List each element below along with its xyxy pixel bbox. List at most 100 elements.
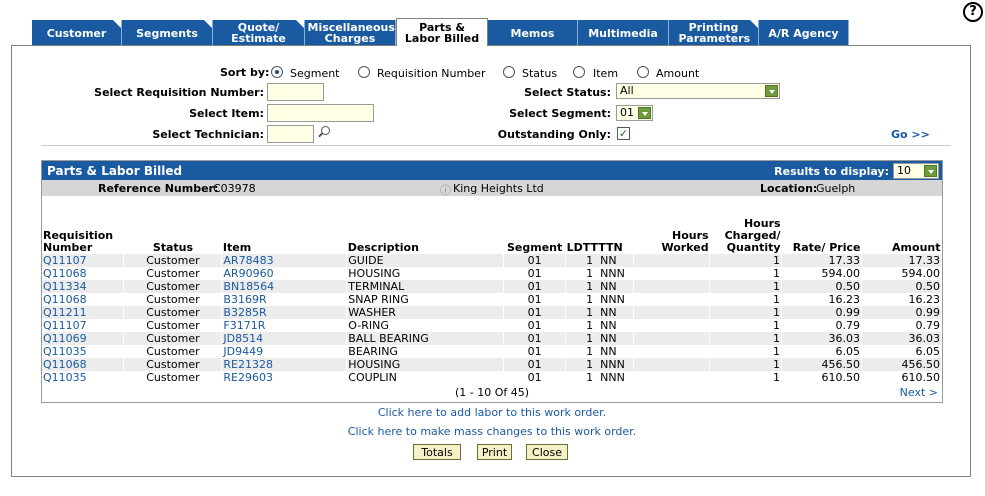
item-link[interactable]: JD9449 <box>221 345 348 358</box>
rate-cell: 16.23 <box>781 293 862 306</box>
requisition-link[interactable]: Q11035 <box>42 371 125 384</box>
status-cell: Customer <box>123 306 223 319</box>
tab-miscellaneous-charges[interactable]: Miscellaneous Charges <box>305 20 396 46</box>
tab-ar-agency[interactable]: A/R Agency <box>759 20 849 46</box>
sort-requisition-radio[interactable] <box>358 66 370 78</box>
sort-amount-radio[interactable] <box>637 66 649 78</box>
segment-cell: 01 <box>503 293 567 306</box>
sort-item-label: Item <box>593 67 619 80</box>
col-description[interactable]: Description <box>347 241 419 254</box>
col-item[interactable]: Item <box>222 241 252 254</box>
rate-cell: 17.33 <box>781 254 862 267</box>
technician-input[interactable] <box>267 125 314 143</box>
col-hours-worked[interactable]: Hours Worked <box>661 229 709 254</box>
hours-charged-cell: 1 <box>709 319 783 332</box>
sort-item-radio[interactable] <box>573 66 585 78</box>
amount-cell: 456.50 <box>861 358 943 371</box>
results-label: Results to display: <box>774 165 889 178</box>
tab-label: Memos <box>510 26 555 40</box>
outstanding-checkbox[interactable]: ✓ <box>617 127 630 140</box>
item-link[interactable]: RE21328 <box>221 358 348 371</box>
requisition-link[interactable]: Q11334 <box>42 280 125 293</box>
print-button[interactable]: Print <box>477 444 512 460</box>
tab-label: Printing Parameters <box>678 21 751 45</box>
location-label: Location: <box>760 182 818 195</box>
status-cell: Customer <box>123 280 223 293</box>
hours-worked-cell <box>633 358 711 371</box>
tab-memos[interactable]: Memos <box>488 20 578 46</box>
item-link[interactable]: B3285R <box>221 306 348 319</box>
tab-label: Miscellaneous Charges <box>307 21 395 45</box>
table-row: Q11035 Customer RE29603 COUPLIN 01 1 NNN 1 610.… <box>42 371 943 384</box>
description-cell: TERMINAL <box>346 280 505 293</box>
hours-charged-cell: 1 <box>709 267 783 280</box>
chevron-down-icon <box>924 165 937 177</box>
totals-button[interactable]: Totals <box>413 444 461 460</box>
requisition-link[interactable]: Q11211 <box>42 306 125 319</box>
sort-status-radio[interactable] <box>503 66 515 78</box>
table-row: Q11035 Customer JD9449 BEARING 01 1 NN 1 6.05 6.… <box>42 345 943 358</box>
requisition-link[interactable]: Q11035 <box>42 345 125 358</box>
hours-charged-cell: 1 <box>709 358 783 371</box>
tab-multimedia[interactable]: Multimedia <box>578 20 669 46</box>
requisition-label: Select Requisition Number: <box>94 86 264 99</box>
close-button[interactable]: Close <box>526 444 568 460</box>
search-icon[interactable] <box>321 126 330 135</box>
tab-segments[interactable]: Segments <box>122 20 213 46</box>
next-page-link[interactable]: Next > <box>899 386 938 399</box>
tab-quote-estimate[interactable]: Quote/ Estimate <box>213 20 305 46</box>
col-requisition[interactable]: Requisition Number <box>43 229 114 254</box>
sort-amount-label: Amount <box>656 67 700 80</box>
col-hours-charged[interactable]: Hours Charged/ Quantity <box>724 217 781 254</box>
sort-segment-radio[interactable] <box>271 66 283 78</box>
sort-requisition-label: Requisition Number <box>377 67 486 80</box>
add-labor-link[interactable]: Click here to add labor to this work ord… <box>377 406 607 419</box>
tab-printing-parameters[interactable]: Printing Parameters <box>669 20 759 46</box>
info-icon[interactable]: ⓘ <box>440 184 451 197</box>
hours-worked-cell <box>633 332 711 345</box>
item-link[interactable]: AR78483 <box>221 254 348 267</box>
segment-cell: 01 <box>503 267 567 280</box>
col-rate-price[interactable]: Rate/ Price <box>792 241 861 254</box>
results-select[interactable]: 10 <box>893 163 939 179</box>
sort-segment-label: Segment <box>290 67 340 80</box>
table-row: Q11069 Customer JD8514 BALL BEARING 01 1 NN 1 3… <box>42 332 943 345</box>
requisition-link[interactable]: Q11068 <box>42 293 125 306</box>
ldttttn-cell: 1 NNN <box>565 267 635 280</box>
col-segment[interactable]: Segment <box>507 241 563 254</box>
item-link[interactable]: JD8514 <box>221 332 348 345</box>
requisition-input[interactable] <box>267 83 324 101</box>
requisition-link[interactable]: Q11068 <box>42 358 125 371</box>
status-cell: Customer <box>123 371 223 384</box>
hours-worked-cell <box>633 371 711 384</box>
tab-customer[interactable]: Customer <box>32 20 122 46</box>
segment-select[interactable]: 01 <box>616 105 653 121</box>
item-link[interactable]: BN18564 <box>221 280 348 293</box>
rate-cell: 6.05 <box>781 345 862 358</box>
requisition-link[interactable]: Q11107 <box>42 319 125 332</box>
item-link[interactable]: F3171R <box>221 319 348 332</box>
requisition-link[interactable]: Q11069 <box>42 332 125 345</box>
main-panel: Sort by: Segment Requisition Number Stat… <box>11 45 971 477</box>
requisition-link[interactable]: Q11068 <box>42 267 125 280</box>
table-row: Q11068 Customer B3169R SNAP RING 01 1 NNN 1 16.… <box>42 293 943 306</box>
hours-charged-cell: 1 <box>709 280 783 293</box>
col-status[interactable]: Status <box>152 241 194 254</box>
item-link[interactable]: AR90960 <box>221 267 348 280</box>
tab-label: Customer <box>46 26 107 40</box>
go-link[interactable]: Go >> <box>891 128 930 141</box>
mass-change-link[interactable]: Click here to make mass changes to this … <box>347 425 637 438</box>
status-select[interactable]: All <box>616 83 780 99</box>
parts-table: Requisition Number Status Item Descripti… <box>42 196 943 384</box>
item-link[interactable]: B3169R <box>221 293 348 306</box>
chevron-down-icon <box>765 85 778 97</box>
help-icon[interactable]: ? <box>963 2 983 22</box>
col-amount[interactable]: Amount <box>892 241 941 254</box>
segment-cell: 01 <box>503 306 567 319</box>
item-link[interactable]: RE29603 <box>221 371 348 384</box>
col-ldttttn[interactable]: LDTTTTN <box>566 241 623 254</box>
amount-cell: 6.05 <box>861 345 943 358</box>
item-input[interactable] <box>267 104 374 122</box>
requisition-link[interactable]: Q11107 <box>42 254 125 267</box>
tab-parts-labor-billed[interactable]: Parts & Labor Billed <box>396 18 488 46</box>
